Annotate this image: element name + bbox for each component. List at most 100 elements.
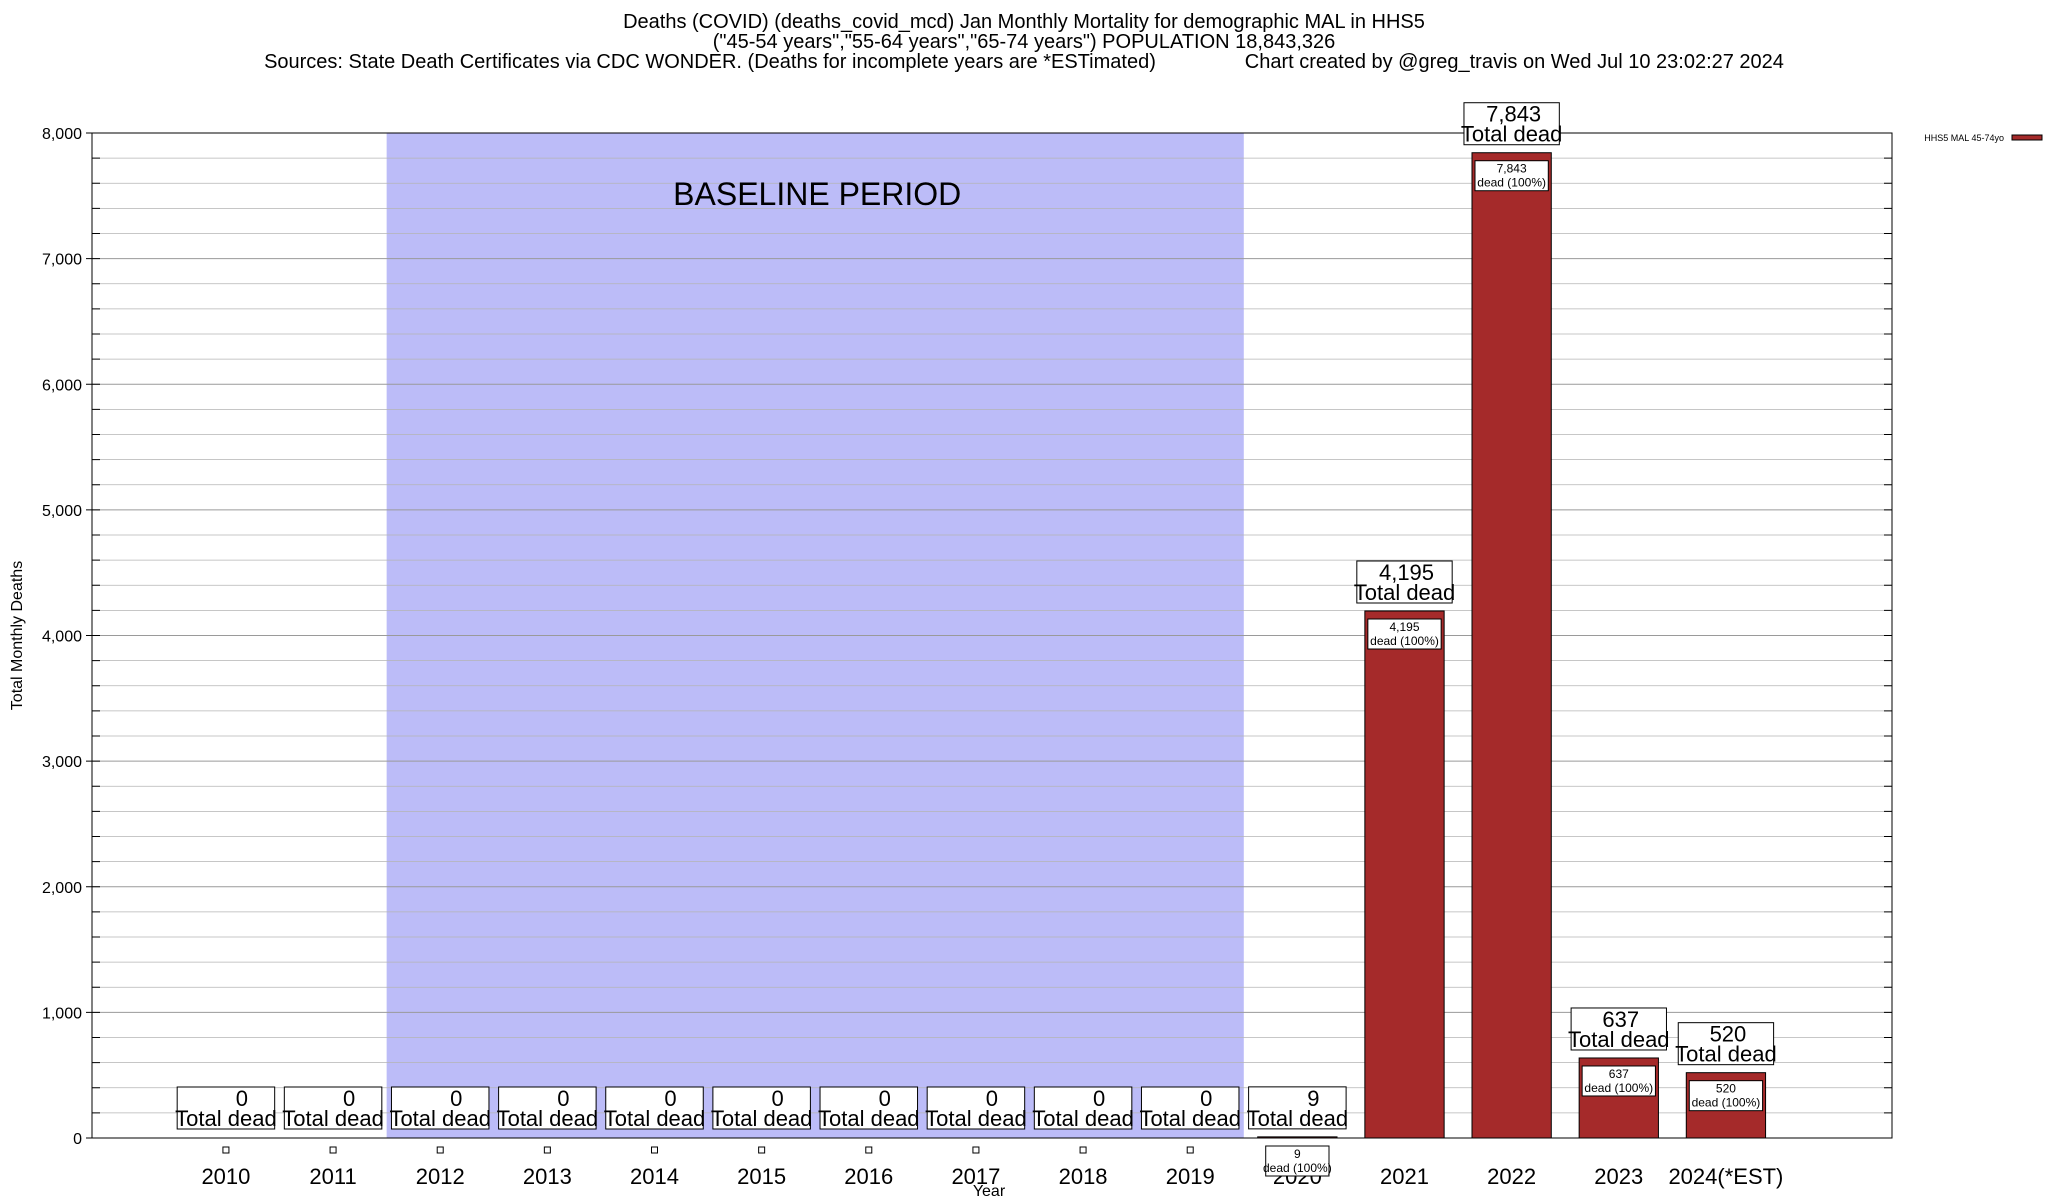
total-label-box [712, 1086, 811, 1130]
y-tick-label: 7,000 [42, 252, 82, 269]
total-label-box [1677, 1022, 1775, 1066]
zero-marker [1079, 1146, 1087, 1154]
legend-label: HHS5 MAL 45-74yo [1924, 133, 2004, 143]
x-tick-label: 2018 [1059, 1164, 1108, 1189]
total-label-text: Total dead [389, 1106, 491, 1131]
total-value-label: 9 [1307, 1086, 1319, 1111]
chart-subtitle: ("45-54 years","55-64 years","65-74 year… [712, 31, 1336, 53]
x-tick-label: 2017 [951, 1164, 1000, 1189]
total-label-box [1463, 102, 1560, 146]
zero-marker [651, 1146, 658, 1154]
total-label-text: Total dead [1568, 1027, 1670, 1052]
total-label-text: Total dead [1247, 1106, 1349, 1131]
zero-marker [1186, 1146, 1194, 1154]
total-label-text: Total dead [497, 1106, 599, 1131]
y-tick-label: 6,000 [42, 377, 82, 394]
zero-marker [972, 1146, 980, 1154]
chart-credit: Chart created by @greg_travis on Wed Jul… [1244, 51, 1784, 73]
inner-value-label: 9 [1294, 1147, 1301, 1161]
total-label-box [498, 1086, 597, 1130]
x-tick-label: 2024(*EST) [1668, 1164, 1783, 1189]
x-tick-label: 2021 [1380, 1164, 1429, 1189]
x-tick-label: 2015 [737, 1164, 786, 1189]
zero-marker [436, 1146, 444, 1154]
y-tick-label: 2,000 [42, 880, 82, 897]
inner-value-label: 520 [1716, 1082, 1736, 1096]
total-label-text: Total dead [1461, 122, 1563, 147]
legend-swatch [2011, 134, 2043, 141]
inner-label-box [1265, 1145, 1330, 1177]
y-tick-label: 1,000 [42, 1005, 82, 1022]
inner-label-box [1688, 1080, 1764, 1112]
total-value-label: 0 [1200, 1086, 1212, 1111]
total-label-box [390, 1086, 490, 1130]
inner-label-text: dead (100%) [1692, 1096, 1761, 1110]
x-tick-label: 2014 [630, 1164, 679, 1189]
x-tick-label: 2010 [201, 1164, 250, 1189]
y-tick-label: 5,000 [42, 503, 82, 520]
sources-row: Sources: State Death Certificates via CD… [0, 52, 2048, 72]
x-tick-label: 2023 [1594, 1164, 1643, 1189]
total-label-text: Total dead [282, 1106, 384, 1131]
total-label-text: Total dead [1032, 1106, 1134, 1131]
inner-value-label: 4,195 [1389, 620, 1419, 634]
x-tick-label: 2012 [416, 1164, 465, 1189]
inner-label-text: dead (100%) [1370, 634, 1439, 648]
chart-title: Deaths (COVID) (deaths_covid_mcd) Jan Mo… [623, 11, 1425, 33]
total-value-label: 4,195 [1379, 560, 1434, 585]
total-label-box [1356, 560, 1453, 604]
total-value-label: 0 [986, 1086, 998, 1111]
zero-marker [222, 1146, 230, 1154]
total-label-box [605, 1086, 704, 1130]
bar [1471, 152, 1552, 1139]
total-value-label: 637 [1602, 1007, 1639, 1032]
total-label-box [1033, 1086, 1133, 1130]
chart-title-block: Deaths (COVID) (deaths_covid_mcd) Jan Mo… [0, 12, 2048, 72]
total-value-label: 7,843 [1486, 102, 1541, 127]
x-axis-title: Year [973, 1183, 1006, 1200]
total-label-text: Total dead [925, 1106, 1027, 1131]
inner-value-label: 637 [1609, 1067, 1629, 1081]
total-value-label: 0 [236, 1086, 248, 1111]
baseline-period-label: BASELINE PERIOD [673, 176, 961, 212]
total-label-text: Total dead [1354, 580, 1456, 605]
x-tick-label: 2019 [1166, 1164, 1215, 1189]
bar [1257, 1136, 1338, 1139]
inner-value-label: 7,843 [1497, 162, 1527, 176]
total-label-text: Total dead [1675, 1042, 1777, 1067]
y-axis-title: Total Monthly Deaths [9, 561, 26, 710]
total-label-box [283, 1086, 383, 1130]
zero-marker [543, 1146, 551, 1154]
total-label-text: Total dead [818, 1106, 920, 1131]
x-tick-label: 2013 [523, 1164, 572, 1189]
total-value-label: 0 [557, 1086, 569, 1111]
y-tick-label: 0 [73, 1131, 82, 1148]
total-label-text: Total dead [175, 1106, 277, 1131]
total-label-box [1570, 1007, 1667, 1051]
total-value-label: 0 [879, 1086, 891, 1111]
x-tick-label: 2016 [844, 1164, 893, 1189]
total-label-box [926, 1086, 1026, 1130]
total-label-box [1248, 1086, 1347, 1130]
total-value-label: 0 [343, 1086, 355, 1111]
total-label-box [1140, 1086, 1240, 1130]
total-value-label: 0 [664, 1086, 676, 1111]
zero-marker [758, 1146, 766, 1154]
total-label-box [176, 1086, 276, 1130]
zero-marker [865, 1146, 873, 1154]
zero-marker [329, 1146, 337, 1154]
total-label-text: Total dead [1139, 1106, 1241, 1131]
total-label-text: Total dead [711, 1106, 813, 1131]
inner-label-text: dead (100%) [1263, 1161, 1332, 1175]
total-label-text: Total dead [604, 1106, 706, 1131]
bar [1364, 610, 1445, 1139]
y-tick-label: 3,000 [42, 754, 82, 771]
total-value-label: 0 [1093, 1086, 1105, 1111]
inner-label-box [1367, 618, 1442, 650]
total-value-label: 520 [1710, 1022, 1747, 1047]
y-tick-label: 4,000 [42, 629, 82, 646]
total-value-label: 0 [772, 1086, 784, 1111]
inner-label-text: dead (100%) [1477, 176, 1546, 190]
inner-label-box [1474, 160, 1549, 192]
